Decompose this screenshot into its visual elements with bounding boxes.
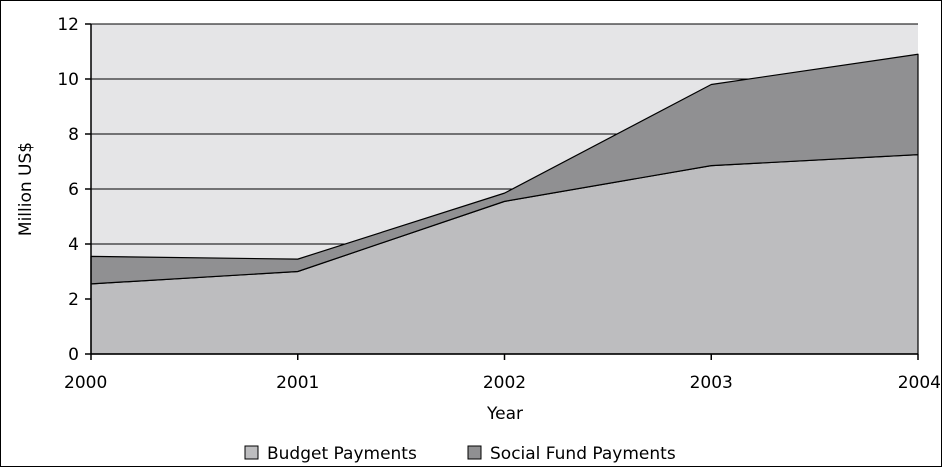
y-tick-label: 8	[68, 125, 79, 145]
y-tick-label: 0	[68, 345, 79, 365]
y-axis-title: Million US$	[16, 142, 36, 236]
y-tick-label: 6	[68, 180, 79, 200]
y-tick-labels: 0 2 4 6 8 10 12	[57, 15, 79, 365]
x-axis-title: Year	[486, 404, 523, 424]
x-tick-label: 2001	[276, 373, 319, 393]
y-tick-label: 2	[68, 290, 79, 310]
legend: Budget Payments Social Fund Payments	[245, 444, 676, 464]
legend-swatch-1	[245, 446, 258, 459]
y-tick-label: 4	[68, 235, 79, 255]
x-tick-label: 2000	[64, 373, 107, 393]
x-tick-label: 2003	[690, 373, 733, 393]
y-tick-label: 10	[57, 70, 79, 90]
x-tick-labels: 2000 2001 2002 2003 2004	[64, 373, 941, 393]
x-tick-label: 2004	[898, 373, 941, 393]
legend-swatch-2	[468, 446, 481, 459]
legend-label: Budget Payments	[267, 444, 417, 464]
legend-label: Social Fund Payments	[490, 444, 676, 464]
x-tick-label: 2002	[483, 373, 526, 393]
y-tick-label: 12	[57, 15, 79, 35]
